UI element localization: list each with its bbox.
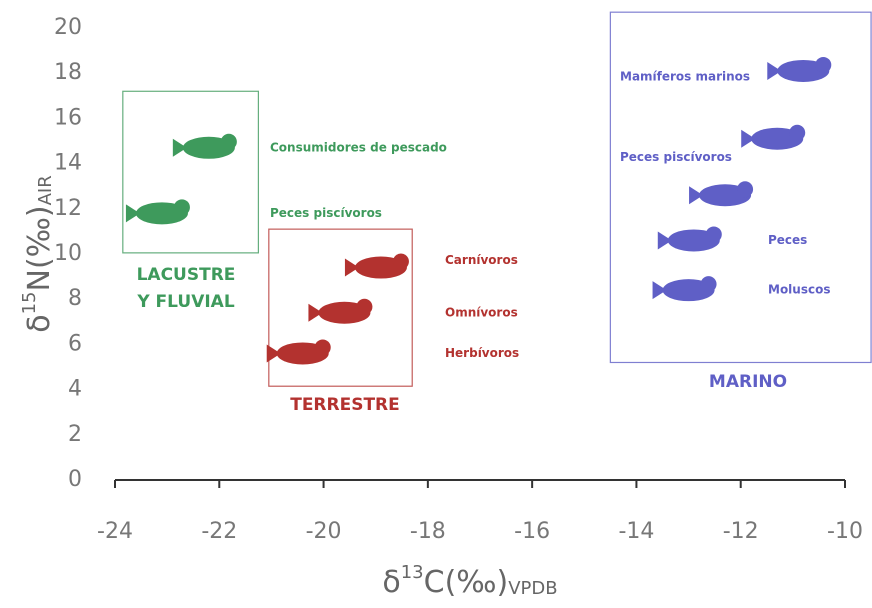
y-tick-label: 20 [54, 15, 82, 40]
item-label: Peces [768, 233, 807, 247]
item-label: Herbívoros [445, 346, 519, 360]
icon-head [789, 124, 806, 141]
animal-icon [308, 298, 373, 324]
y-label-sup: 15 [19, 291, 40, 314]
group-label: LACUSTRE [137, 265, 236, 285]
y-tick-label: 8 [68, 286, 82, 311]
x-label-symbol: δ [382, 565, 400, 600]
animal-icon [689, 181, 754, 207]
icon-tail [767, 61, 782, 80]
icon-tail [741, 129, 756, 148]
x-label-main: C(‰) [424, 565, 509, 600]
x-label-sup: 13 [401, 562, 424, 583]
item-label: Mamíferos marinos [620, 69, 750, 83]
icon-tail [125, 204, 140, 223]
icon-tail [344, 258, 359, 277]
icon-head [815, 56, 832, 73]
group-label: Y FLUVIAL [136, 292, 235, 312]
animal-icon [344, 253, 409, 279]
animal-icon [657, 226, 722, 252]
y-tick-label: 2 [68, 422, 82, 447]
y-tick-label: 12 [54, 196, 82, 221]
y-tick-label: 18 [54, 60, 82, 85]
y-label-symbol: δ [22, 314, 57, 332]
item-label: Consumidores de pescado [270, 140, 447, 154]
y-tick-label: 10 [54, 241, 82, 266]
group-box [122, 90, 259, 254]
x-tick-label: -24 [97, 519, 133, 544]
item-label: Peces piscívoros [270, 206, 382, 220]
icon-head [220, 133, 237, 150]
icon-head [705, 226, 722, 243]
animal-icon [266, 339, 331, 365]
y-tick-label: 0 [68, 467, 82, 492]
animal-icon [741, 124, 806, 150]
animal-icon [652, 276, 717, 302]
x-tick-label: -22 [201, 519, 237, 544]
x-tick-label: -14 [618, 519, 654, 544]
y-tick-label: 14 [54, 151, 82, 176]
animal-icon [125, 199, 190, 225]
item-label: Carnívoros [445, 253, 518, 267]
x-tick-label: -20 [306, 519, 342, 544]
animal-icon [172, 133, 237, 159]
icon-head [173, 199, 190, 216]
y-axis-label: δ15N(‰)AIR [19, 175, 57, 333]
x-tick-label: -10 [827, 519, 863, 544]
group-box [609, 11, 872, 364]
icon-head [314, 339, 331, 356]
animal-icon [767, 56, 832, 82]
item-label: Peces piscívoros [620, 150, 732, 164]
group-label: TERRESTRE [290, 395, 400, 415]
icon-head [392, 253, 409, 270]
icon-tail [308, 303, 323, 322]
icon-tail [657, 231, 672, 250]
x-tick-label: -12 [723, 519, 759, 544]
y-tick-label: 4 [68, 377, 82, 402]
icon-head [356, 298, 373, 315]
icon-tail [689, 186, 704, 205]
icon-head [700, 276, 717, 293]
x-axis-label: δ13C(‰)VPDB [382, 562, 557, 600]
x-tick-label: -16 [514, 519, 550, 544]
item-label: Omnívoros [445, 305, 518, 319]
icon-tail [266, 344, 281, 363]
icon-head [737, 181, 754, 198]
group-box [268, 228, 413, 387]
group-label: MARINO [709, 372, 787, 392]
x-label-sub: VPDB [508, 578, 557, 599]
x-tick-label: -18 [410, 519, 446, 544]
item-label: Moluscos [768, 283, 830, 297]
y-tick-label: 6 [68, 331, 82, 356]
icon-tail [172, 138, 187, 157]
y-tick-label: 16 [54, 105, 82, 130]
y-label-sub: AIR [35, 175, 56, 205]
y-label-main: N(‰) [22, 205, 57, 291]
icon-tail [652, 281, 667, 300]
